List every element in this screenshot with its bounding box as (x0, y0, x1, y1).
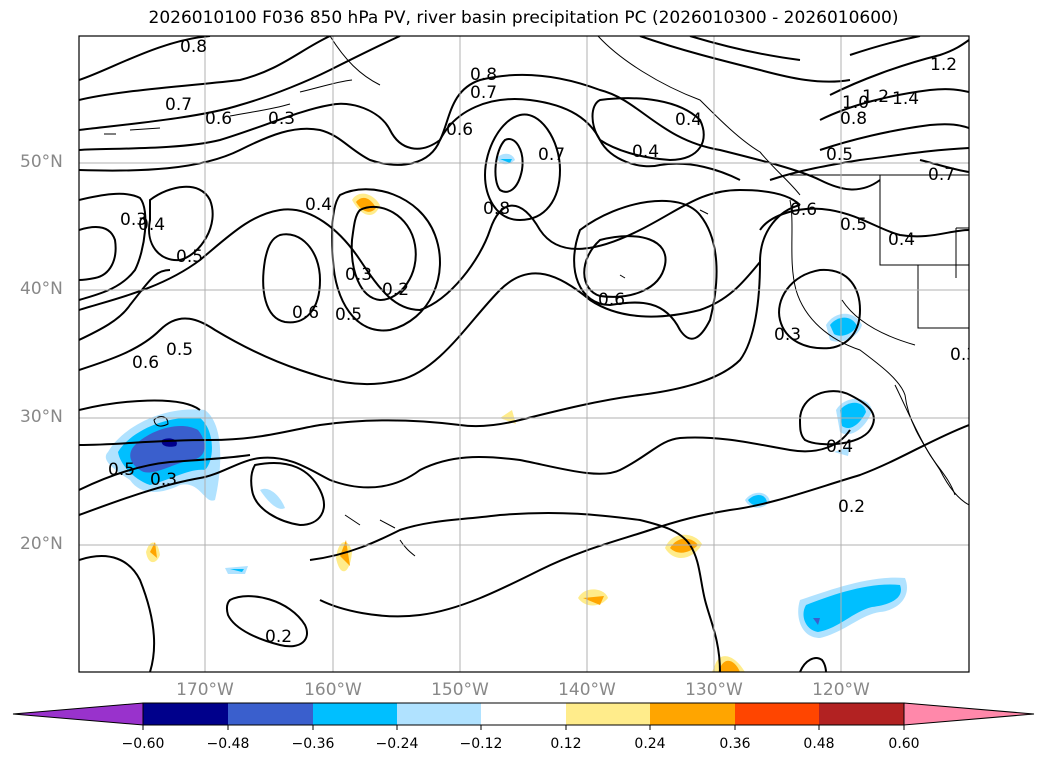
contour-label: 0.3 (774, 325, 801, 345)
colorbar-tick-label: 0.24 (634, 736, 666, 752)
colorbar-bin (735, 703, 819, 725)
contour-label: 0.4 (305, 195, 332, 215)
contour-label: 0.7 (928, 165, 955, 185)
contour-label: 0.3 (345, 265, 372, 285)
colorbar-bin (566, 703, 650, 725)
contour-label: 0.3 (120, 210, 147, 230)
contour-label: 0.4 (675, 110, 702, 130)
colorbar (12, 702, 1035, 730)
contour-label: 0.5 (176, 247, 203, 267)
lon-label-170w: 170°W (176, 680, 234, 700)
contour-label: 0.7 (538, 145, 565, 165)
colorbar-tick-label: 0.48 (803, 736, 835, 752)
contour-label: 0.6 (598, 290, 625, 310)
colorbar-bin (819, 703, 904, 725)
map-frame (78, 35, 970, 673)
contour-label: 0.3 (268, 109, 295, 129)
colorbar-tick-label: −0.36 (291, 736, 335, 752)
contour-label: 0.4 (138, 215, 165, 235)
lat-label-50n: 50°N (20, 152, 63, 172)
colorbar-tick-label: −0.24 (375, 736, 419, 752)
contour-label: 1.0 (842, 93, 869, 113)
contour-label: 0.3 (150, 470, 177, 490)
colorbar-bin (143, 703, 228, 725)
contour-labels: 0.8 0.7 0.6 0.3 0.8 0.7 0.6 0.7 0.4 0.4 … (108, 37, 977, 647)
contour-label: 0.8 (180, 37, 207, 57)
contour-label: 0.4 (632, 142, 659, 162)
contour-label: 0.2 (382, 280, 409, 300)
contour-label: 0.5 (166, 340, 193, 360)
contour-label: 0.7 (165, 95, 192, 115)
colorbar-tick-label: −0.12 (459, 736, 503, 752)
colorbar-extend-high (903, 702, 1035, 726)
contour-label: 0.6 (790, 200, 817, 220)
colorbar-bin (650, 703, 735, 725)
contour-label: 0.6 (205, 109, 232, 129)
contour-label: 0.5 (108, 460, 135, 480)
map-title: 2026010100 F036 850 hPa PV, river basin … (148, 8, 899, 28)
colorbar-tick-label: 0.12 (550, 736, 582, 752)
colorbar-bin (481, 703, 566, 725)
contour-label: 0.5 (335, 305, 362, 325)
contour-label: 0.7 (470, 83, 497, 103)
contour-label: 0.6 (132, 353, 159, 373)
contour-label: 0.2 (265, 627, 292, 647)
colorbar-tick-label: 0.60 (888, 736, 920, 752)
pv-contours (79, 36, 969, 672)
lon-label-120w: 120°W (812, 680, 870, 700)
contour-label: 0.8 (840, 109, 867, 129)
contour-label: 0.5 (826, 145, 853, 165)
contour-label: 0.8 (470, 65, 497, 85)
coastlines (104, 36, 969, 557)
contour-label: 0.3 (950, 345, 977, 365)
contour-label: 1.4 (892, 89, 919, 109)
colorbar-extend-low (12, 702, 144, 726)
colorbar-bin (397, 703, 481, 725)
precip-shading (105, 153, 908, 672)
contour-label: 1.2 (862, 87, 889, 107)
colorbar-tick-label: 0.36 (719, 736, 751, 752)
lon-label-150w: 150°W (431, 680, 489, 700)
lon-label-140w: 140°W (558, 680, 616, 700)
contour-label: 0.6 (292, 303, 319, 323)
lon-label-130w: 130°W (685, 680, 743, 700)
contour-label: 0.6 (446, 120, 473, 140)
colorbar-tick-label: −0.48 (206, 736, 250, 752)
contour-label: 0.4 (826, 437, 853, 457)
contour-label: 0.4 (888, 230, 915, 250)
contour-label: 0.2 (838, 497, 865, 517)
contour-label: 1.2 (930, 55, 957, 75)
graticule (79, 36, 969, 672)
colorbar-bin (313, 703, 397, 725)
colorbar-tick-label: −0.60 (121, 736, 165, 752)
contour-label: 0.5 (840, 215, 867, 235)
lon-label-160w: 160°W (304, 680, 362, 700)
colorbar-bin (228, 703, 313, 725)
lat-label-20n: 20°N (20, 534, 63, 554)
contour-label: 0.8 (483, 199, 510, 219)
lat-label-30n: 30°N (20, 407, 63, 427)
lat-label-40n: 40°N (20, 279, 63, 299)
